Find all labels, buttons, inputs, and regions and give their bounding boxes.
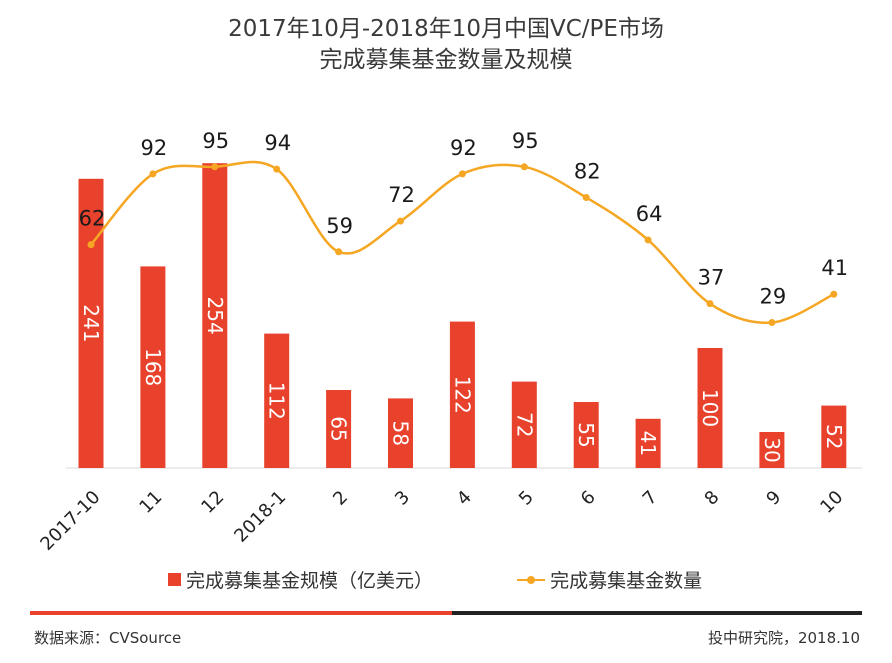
chart-title-block: 2017年10月-2018年10月中国VC/PE市场 完成募集基金数量及规模 xyxy=(0,14,892,76)
count-point-11 xyxy=(768,319,776,327)
count-value-label: 94 xyxy=(264,131,291,155)
x-tick-label: 2017-10 xyxy=(36,487,104,555)
bar-value-label: 65 xyxy=(327,416,351,441)
x-tick-label: 8 xyxy=(701,487,724,510)
bar-7 xyxy=(511,381,537,468)
data-source: 数据来源：CVSource xyxy=(34,629,182,647)
x-tick-label: 6 xyxy=(577,487,600,510)
bar-1 xyxy=(140,266,166,468)
bar-value-label: 168 xyxy=(141,348,165,386)
footer-rule-dark xyxy=(452,611,862,615)
bar-value-label: 241 xyxy=(79,304,103,342)
count-point-1 xyxy=(149,170,157,178)
count-value-label: 29 xyxy=(760,285,787,309)
count-point-4 xyxy=(335,248,343,256)
legend-item-bar: 完成募集基金规模（亿美元） xyxy=(168,566,433,593)
bar-2 xyxy=(202,163,228,468)
count-point-5 xyxy=(397,217,404,225)
bar-12 xyxy=(821,405,847,468)
bar-11 xyxy=(759,432,785,468)
count-value-label: 95 xyxy=(202,129,229,153)
count-value-label: 82 xyxy=(574,159,601,183)
count-point-6 xyxy=(458,170,466,178)
x-tick-label: 3 xyxy=(391,487,414,510)
count-value-label: 72 xyxy=(388,183,415,207)
count-value-label: 92 xyxy=(450,136,477,160)
x-tick-label: 11 xyxy=(135,487,166,518)
bar-9 xyxy=(635,418,661,468)
count-point-9 xyxy=(644,236,652,244)
x-tick-label: 2 xyxy=(329,487,352,510)
bar-value-label: 72 xyxy=(512,412,536,437)
x-tick-label: 5 xyxy=(515,487,538,510)
count-value-label: 64 xyxy=(636,202,663,226)
chart-subtitle: 完成募集基金数量及规模 xyxy=(319,47,573,73)
bar-5 xyxy=(388,398,413,468)
count-point-7 xyxy=(520,163,528,171)
bar-value-label: 100 xyxy=(698,389,722,427)
x-tick-label: 10 xyxy=(816,487,847,518)
legend-line-label: 完成募集基金数量 xyxy=(550,570,703,592)
bar-value-label: 30 xyxy=(760,437,784,462)
count-value-label: 41 xyxy=(821,256,848,280)
count-point-8 xyxy=(582,193,590,201)
bar-value-label: 112 xyxy=(265,382,289,420)
count-value-label: 92 xyxy=(141,136,168,160)
x-tick-label: 12 xyxy=(197,487,228,518)
x-tick-label: 2018-1 xyxy=(230,487,290,547)
x-tick-label: 4 xyxy=(453,487,476,510)
bar-value-label: 55 xyxy=(574,422,598,447)
count-value-label: 62 xyxy=(79,207,106,231)
chart-legend: 完成募集基金规模（亿美元） 完成募集基金数量 xyxy=(168,566,702,593)
bar-value-label: 254 xyxy=(203,297,227,335)
x-tick-label: 9 xyxy=(762,487,785,510)
count-point-0 xyxy=(87,241,95,249)
x-tick-label: 7 xyxy=(639,487,662,510)
count-value-label: 95 xyxy=(512,129,539,153)
bar-4 xyxy=(326,390,352,468)
count-point-3 xyxy=(273,165,281,173)
legend-bar-swatch xyxy=(168,573,181,586)
bar-0 xyxy=(78,178,104,469)
credit-text: 投中研究院，2018.10 xyxy=(707,629,860,647)
bar-value-label: 122 xyxy=(450,376,474,414)
count-point-2 xyxy=(211,163,219,171)
footer-rule-red xyxy=(30,611,452,615)
bar-value-label: 41 xyxy=(636,431,660,456)
bar-value-label: 52 xyxy=(822,424,846,449)
count-point-12 xyxy=(830,290,838,298)
bar-6 xyxy=(449,321,475,468)
count-point-10 xyxy=(706,300,714,308)
bar-8 xyxy=(573,402,599,468)
count-value-label: 59 xyxy=(326,214,353,238)
legend-bar-label: 完成募集基金规模（亿美元） xyxy=(186,570,434,592)
count-value-label: 37 xyxy=(698,266,725,290)
bar-10 xyxy=(697,348,723,468)
bar-value-label: 58 xyxy=(389,420,413,445)
bar-3 xyxy=(264,333,290,468)
legend-item-line: 完成募集基金数量 xyxy=(517,566,702,593)
chart-title: 2017年10月-2018年10月中国VC/PE市场 xyxy=(228,16,664,42)
legend-line-swatch xyxy=(517,573,546,586)
